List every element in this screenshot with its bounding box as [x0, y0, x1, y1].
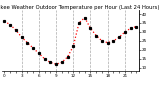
Title: Milwaukee Weather Outdoor Temperature per Hour (Last 24 Hours): Milwaukee Weather Outdoor Temperature pe… [0, 5, 159, 10]
